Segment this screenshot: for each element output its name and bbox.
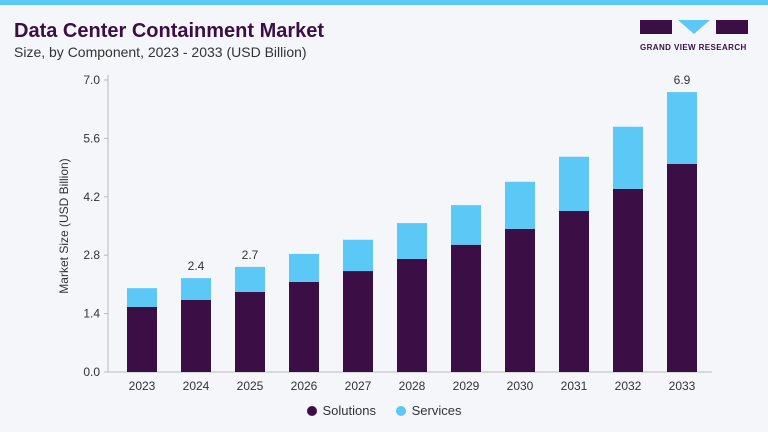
x-tick-label: 2025 <box>237 379 264 393</box>
top-accent-bar <box>0 0 768 5</box>
y-tick-label: 4.2 <box>83 190 100 204</box>
x-tick-label: 2031 <box>561 379 588 393</box>
bar-services-2032 <box>613 126 643 189</box>
bar-services-2030 <box>505 181 535 229</box>
legend-solutions: Solutions <box>306 403 376 418</box>
bar-solutions-2030 <box>505 228 535 372</box>
data-label: 6.9 <box>674 73 691 87</box>
x-tick-label: 2030 <box>507 379 534 393</box>
x-tick-label: 2032 <box>615 379 642 393</box>
bar-solutions-2023 <box>127 306 157 372</box>
bar-solutions-2031 <box>559 210 589 372</box>
x-tick-label: 2024 <box>183 379 210 393</box>
bar-services-2031 <box>559 156 589 211</box>
legend-services: Services <box>395 403 461 418</box>
x-tick-label: 2026 <box>291 379 318 393</box>
chart-subtitle: Size, by Component, 2023 - 2033 (USD Bil… <box>14 44 307 60</box>
services-swatch <box>395 405 406 416</box>
x-tick-label: 2028 <box>399 379 426 393</box>
bar-solutions-2024 <box>181 299 211 372</box>
y-tick-label: 7.0 <box>83 73 100 87</box>
data-label: 2.4 <box>188 259 205 273</box>
x-tick-label: 2033 <box>669 379 696 393</box>
data-label: 2.7 <box>242 248 259 262</box>
chart-title: Data Center Containment Market <box>14 20 325 42</box>
bar-solutions-2028 <box>397 258 427 372</box>
bar-services-2026 <box>289 253 319 282</box>
bar-solutions-2027 <box>343 271 373 372</box>
bar-solutions-2029 <box>451 244 481 372</box>
bar-services-2028 <box>397 223 427 259</box>
solutions-swatch <box>306 405 317 416</box>
bar-services-2024 <box>181 278 211 300</box>
y-axis-label: Market Size (USD Billion) <box>57 158 71 293</box>
legend: Solutions Services <box>0 403 768 419</box>
grand-view-research-logo <box>640 20 748 34</box>
bar-services-2033 <box>667 92 697 164</box>
bar-services-2025 <box>235 266 265 292</box>
bar-solutions-2033 <box>667 163 697 372</box>
x-tick-label: 2023 <box>129 379 156 393</box>
bar-services-2029 <box>451 205 481 245</box>
bar-services-2023 <box>127 288 157 307</box>
bar-solutions-2025 <box>235 291 265 372</box>
bar-services-2027 <box>343 239 373 272</box>
x-tick-label: 2029 <box>453 379 480 393</box>
logo-text: GRAND VIEW RESEARCH <box>640 43 747 52</box>
x-tick-label: 2027 <box>345 379 372 393</box>
y-tick-label: 0.0 <box>83 365 100 379</box>
y-tick-label: 1.4 <box>83 307 100 321</box>
bar-solutions-2026 <box>289 281 319 372</box>
y-tick-label: 5.6 <box>83 131 100 145</box>
bar-solutions-2032 <box>613 188 643 372</box>
y-tick-label: 2.8 <box>83 248 100 262</box>
